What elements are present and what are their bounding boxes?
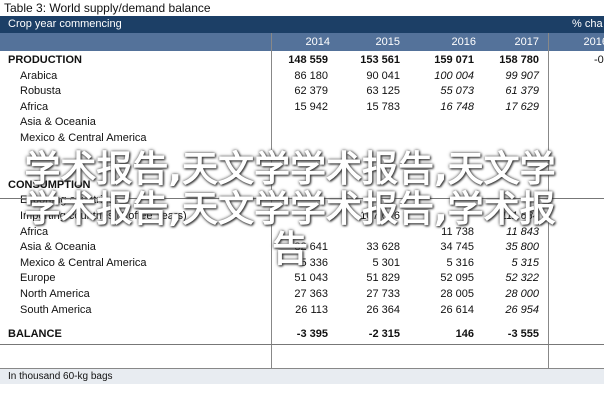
cell: 26 614	[440, 303, 474, 316]
year-header: 2015	[375, 36, 400, 48]
cell: 5 336	[300, 256, 328, 269]
cell: 5 316	[446, 256, 474, 269]
cell: 61 379	[505, 85, 539, 98]
cell: 159 071	[434, 54, 474, 66]
cell: 148 559	[288, 54, 328, 66]
units-note: In thousand 60-kg bags	[8, 371, 113, 382]
cell: 33 628	[366, 241, 400, 254]
cell: 55 073	[440, 85, 474, 98]
table-row: Mexico & Central America	[0, 131, 604, 147]
header-band: Crop year commencing % cha	[0, 16, 604, 33]
cell: 5 301	[372, 256, 400, 269]
table-row: Asia & Oceania	[0, 115, 604, 131]
table-row: Robusta 62 379 63 125 55 073 61 379	[0, 84, 604, 100]
row-label: Africa	[20, 100, 49, 113]
table-row: Arabica 86 180 90 041 100 004 99 907	[0, 69, 604, 85]
cell: 52 095	[440, 272, 474, 285]
spacer-row	[0, 147, 604, 163]
column-divider	[271, 33, 272, 368]
table-row: CONSUMPTION	[0, 178, 604, 194]
column-divider	[548, 33, 549, 368]
cell: -3 395	[296, 328, 328, 341]
year-header-row: 2014 2015 2016 2017 2016	[0, 33, 604, 51]
cell: 99 907	[505, 69, 539, 82]
spacer-row	[0, 162, 604, 178]
cell: 11 843	[506, 225, 539, 238]
cell: 100 004	[434, 69, 474, 82]
row-label: Africa	[20, 225, 49, 238]
cell: 26 364	[366, 303, 400, 316]
table-row: Mexico & Central America 5 336 5 301 5 3…	[0, 256, 604, 272]
row-label: South America	[20, 303, 92, 316]
row-label: North America	[20, 287, 90, 300]
row-label: PRODUCTION	[8, 54, 82, 66]
row-label: CONSUMPTION	[8, 178, 91, 191]
spacer-row	[0, 318, 604, 327]
row-label: Mexico & Central America	[20, 256, 147, 269]
row-label: Robusta	[20, 85, 61, 98]
cell: 51 043	[294, 272, 328, 285]
cell: 146	[455, 328, 474, 341]
cell: 17 629	[505, 100, 539, 113]
cell: 16 748	[440, 100, 474, 113]
cell: 27 733	[366, 287, 400, 300]
cell: 90 041	[366, 69, 400, 82]
cell: 28 000	[505, 287, 539, 300]
table-row: Asia & Oceania 32 641 33 628 34 745 35 8…	[0, 240, 604, 256]
clipped-percent-column: -0	[594, 53, 604, 365]
cell: 158 780	[499, 54, 539, 66]
cell: 27 363	[294, 287, 328, 300]
table-row: South America 26 113 26 364 26 614 26 95…	[0, 303, 604, 319]
table-row: Importing countries (Coffee Years) 107 6…	[0, 209, 604, 225]
year-header: 2016	[451, 36, 476, 48]
cell: 32 641	[294, 241, 328, 254]
year-header: 2014	[305, 36, 330, 48]
cell: 35 800	[505, 241, 539, 254]
table-row: North America 27 363 27 733 28 005 28 00…	[0, 287, 604, 303]
clipped-cell: -0	[594, 54, 604, 66]
table-title: Table 3: World supply/demand balance	[4, 1, 211, 15]
cell: 63 125	[366, 85, 400, 98]
cell: 153 561	[360, 54, 400, 66]
table-row: BALANCE -3 395 -2 315 146 -3 555	[0, 327, 604, 343]
cell: -2 315	[368, 328, 400, 341]
cell: 107 616	[360, 209, 400, 222]
table-row: Exporting countries	[0, 193, 604, 209]
cell: 15 942	[294, 100, 328, 113]
table-footnote: In thousand 60-kg bags	[0, 368, 604, 384]
table-row: Africa 11 738 11 843	[0, 225, 604, 241]
cell: -3 555	[507, 328, 539, 341]
year-header: 2017	[514, 36, 539, 48]
row-label: Exporting countries	[20, 194, 115, 207]
row-label: Europe	[20, 272, 56, 285]
section-divider	[0, 344, 604, 345]
row-label: Arabica	[20, 69, 58, 82]
cell: 26 954	[505, 303, 539, 316]
row-label: Asia & Oceania	[20, 241, 96, 254]
cell: 62 379	[294, 85, 328, 98]
cell: 52 322	[505, 272, 539, 285]
cell: 5 315	[511, 256, 539, 269]
cell: 26 113	[295, 303, 328, 316]
row-label: Importing countries (Coffee Years)	[20, 209, 187, 222]
row-label: Mexico & Central America	[20, 131, 147, 144]
data-table: PRODUCTION 148 559 153 561 159 071 158 7…	[0, 53, 604, 343]
cell: 51 829	[366, 272, 400, 285]
table-row: PRODUCTION 148 559 153 561 159 071 158 7…	[0, 53, 604, 69]
cell: 15 783	[366, 100, 400, 113]
cell: 28 005	[440, 287, 474, 300]
year-header: 2016	[583, 36, 604, 48]
percent-change-label: % cha	[572, 18, 603, 30]
row-label: Asia & Oceania	[20, 116, 96, 129]
table-row: Europe 51 043 51 829 52 095 52 322	[0, 271, 604, 287]
row-label: BALANCE	[8, 328, 62, 341]
crop-year-label: Crop year commencing	[8, 18, 122, 30]
cell: 34 745	[440, 241, 474, 254]
cell: 11 738	[441, 225, 474, 238]
cell: 111 684	[500, 209, 539, 222]
cell: 86 180	[294, 69, 328, 82]
section-divider	[0, 198, 604, 199]
table-row: Africa 15 942 15 783 16 748 17 629	[0, 100, 604, 116]
